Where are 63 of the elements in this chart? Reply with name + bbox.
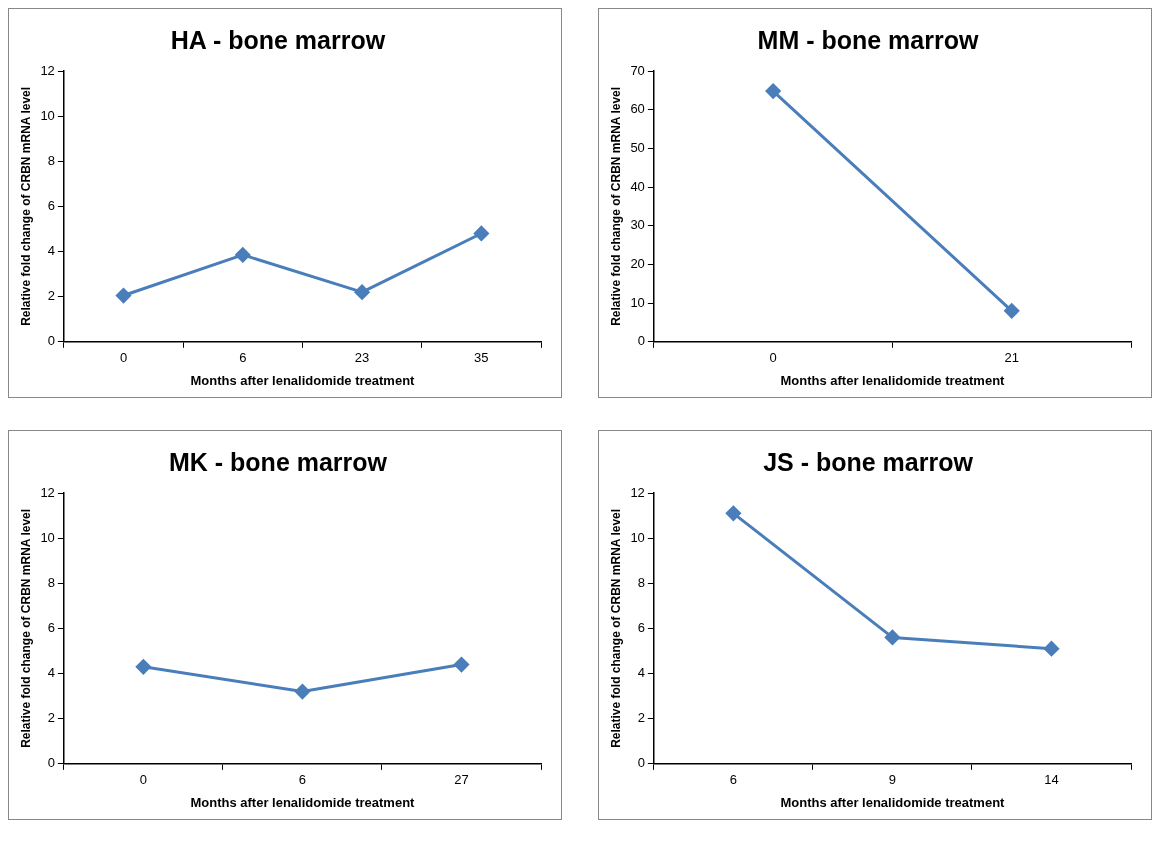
x-axis-title: Months after lenalidomide treatment xyxy=(190,794,416,810)
x-tick-label: 14 xyxy=(1044,772,1059,788)
x-tick-label: 6 xyxy=(298,772,307,788)
y-tick-label: 6 xyxy=(47,197,55,213)
y-tick-label: 10 xyxy=(630,294,645,310)
y-tick-label: 60 xyxy=(630,101,645,117)
chart-title: MK - bone marrow xyxy=(168,447,388,476)
y-tick-label: 30 xyxy=(630,217,645,233)
y-axis-title: Relative fold change of CRBN mRNA level xyxy=(18,508,33,748)
x-axis-title: Months after lenalidomide treatment xyxy=(780,372,1006,388)
chart-title: JS - bone marrow xyxy=(763,447,974,476)
y-tick-label: 4 xyxy=(47,243,55,259)
y-tick-label: 2 xyxy=(637,710,645,726)
y-tick-label: 0 xyxy=(47,333,55,349)
point xyxy=(884,629,900,645)
point xyxy=(235,247,251,263)
y-tick-label: 8 xyxy=(47,152,55,168)
x-tick-label: 0 xyxy=(769,350,777,366)
x-tick-label: 0 xyxy=(119,350,128,366)
y-tick-label: 10 xyxy=(630,529,645,545)
x-tick-label: 27 xyxy=(454,772,469,788)
x-tick-label: 9 xyxy=(888,772,897,788)
point xyxy=(135,659,151,675)
point xyxy=(453,657,469,673)
y-tick-label: 10 xyxy=(40,107,55,123)
y-tick-label: 20 xyxy=(630,256,645,272)
y-tick-label: 0 xyxy=(47,755,55,771)
y-tick-label: 2 xyxy=(47,288,55,304)
y-tick-label: 50 xyxy=(630,139,645,155)
y-tick-label: 12 xyxy=(630,484,645,500)
point xyxy=(1043,641,1059,657)
point xyxy=(116,288,131,304)
point xyxy=(294,684,310,700)
y-tick-label: 0 xyxy=(637,333,645,349)
chart-title: MM - bone marrow xyxy=(757,25,979,54)
y-tick-label: 0 xyxy=(637,755,645,771)
y-tick-label: 40 xyxy=(630,178,645,194)
point xyxy=(473,225,489,241)
x-tick-label: 6 xyxy=(239,350,247,366)
y-axis-title: Relative fold change of CRBN mRNA level xyxy=(608,86,623,326)
x-tick-label: 6 xyxy=(729,772,737,788)
x-tick-label: 0 xyxy=(139,772,147,788)
chart-title: HA - bone marrow xyxy=(170,25,386,54)
x-axis-title: Months after lenalidomide treatment xyxy=(190,372,416,388)
y-axis-title: Relative fold change of CRBN mRNA level xyxy=(608,508,623,748)
x-axis-title: Months after lenalidomide treatment xyxy=(780,794,1006,810)
y-tick-label: 12 xyxy=(40,62,55,78)
point xyxy=(354,284,370,300)
y-tick-label: 2 xyxy=(47,710,55,726)
y-tick-label: 8 xyxy=(637,574,645,590)
y-axis-title: Relative fold change of CRBN mRNA level xyxy=(18,86,33,326)
y-tick-label: 6 xyxy=(637,619,645,635)
x-tick-label: 23 xyxy=(354,350,370,366)
y-tick-label: 6 xyxy=(47,619,55,635)
y-tick-label: 4 xyxy=(47,665,55,681)
y-tick-label: 8 xyxy=(47,574,55,590)
point xyxy=(725,505,741,521)
y-tick-label: 70 xyxy=(630,62,645,78)
y-tick-label: 12 xyxy=(40,484,55,500)
x-tick-label: 21 xyxy=(1004,350,1019,366)
y-tick-label: 10 xyxy=(40,529,55,545)
y-tick-label: 4 xyxy=(637,665,645,681)
x-tick-label: 35 xyxy=(474,350,489,366)
